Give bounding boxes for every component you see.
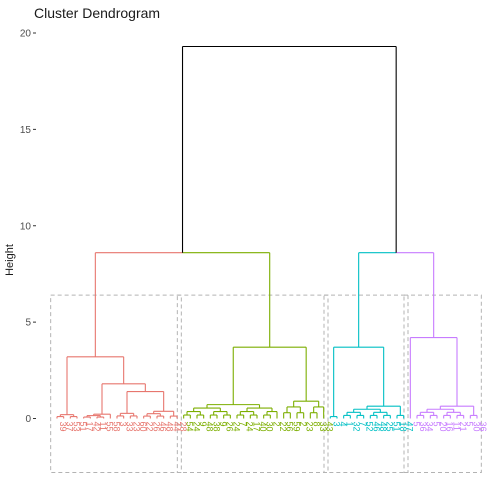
leaf-label: 43 xyxy=(325,422,335,432)
leaf-label: 20 xyxy=(438,422,448,432)
leaf-label: 28 xyxy=(178,422,188,432)
leaf-label: 22 xyxy=(278,422,288,432)
leaf-label: 46 xyxy=(158,422,168,432)
y-axis: 0 5 10 15 20 xyxy=(20,29,36,425)
leaf-label: 56 xyxy=(285,422,295,432)
leaf-label: 33 xyxy=(318,422,328,432)
leaf-label: 17 xyxy=(85,422,95,432)
leaf-label: 40 xyxy=(258,422,268,432)
leaf-label: 59 xyxy=(291,422,301,432)
leaf-label: 24 xyxy=(191,422,201,432)
leaf-label: 17 xyxy=(251,422,261,432)
leaf-label: 2 xyxy=(271,422,281,427)
leaf-label: 48 xyxy=(205,422,215,432)
leaf-label: 5 xyxy=(411,422,421,427)
cluster-box xyxy=(176,294,329,473)
leaf-label: 51 xyxy=(391,422,401,432)
leaf-label: 52 xyxy=(365,422,375,432)
leaf-label: 4 xyxy=(338,422,348,427)
leaf-label: 54 xyxy=(185,422,195,432)
leaf-label: 7 xyxy=(358,422,368,427)
leaf-label: 8 xyxy=(311,422,321,427)
chart-title: Cluster Dendrogram xyxy=(34,5,161,21)
cluster-rectangles xyxy=(50,294,482,473)
leaf-label: 5 xyxy=(431,422,441,427)
leaf-label: 21 xyxy=(458,422,468,432)
leaf-label: 24 xyxy=(231,422,241,432)
leaf-label: 7 xyxy=(238,422,248,427)
leaf-label: 38 xyxy=(211,422,221,432)
leaf-labels: 3937535117421155583332360222646484428542… xyxy=(58,422,488,432)
leaf-label: 5 xyxy=(465,422,475,427)
cluster-box xyxy=(403,294,482,473)
leaf-label: 48 xyxy=(165,422,175,432)
leaf-label: 26 xyxy=(225,422,235,432)
leaf-label: 3 xyxy=(331,422,341,427)
leaf-label: 24 xyxy=(245,422,255,432)
y-tick-label: 0 xyxy=(25,414,31,425)
leaf-label: 3 xyxy=(118,422,128,427)
leaf-label: 22 xyxy=(145,422,155,432)
leaf-label: 11 xyxy=(98,422,108,431)
leaf-label: 33 xyxy=(125,422,135,432)
leaf-label: 39 xyxy=(58,422,68,432)
leaf-label: 9 xyxy=(198,422,208,427)
leaf-label: 55 xyxy=(105,422,115,432)
leaf-label: 58 xyxy=(111,422,121,432)
leaf-label: 42 xyxy=(91,422,101,432)
y-tick-label: 15 xyxy=(20,125,32,136)
dendrogram-branches xyxy=(56,45,478,419)
y-tick-label: 5 xyxy=(25,318,31,329)
leaf-label: 2 xyxy=(298,422,308,427)
leaf-label: 26 xyxy=(151,422,161,432)
leaf-label: 23 xyxy=(131,422,141,432)
leaf-label: 9 xyxy=(218,422,228,427)
leaf-label: 60 xyxy=(138,422,148,432)
leaf-label: 37 xyxy=(65,422,75,432)
leaf-label: 36 xyxy=(418,422,428,432)
leaf-label: 32 xyxy=(351,422,361,432)
leaf-label: 23 xyxy=(305,422,315,432)
leaf-label: 44 xyxy=(171,422,181,432)
leaf-label: 1 xyxy=(345,422,355,427)
leaf-label: 30 xyxy=(265,422,275,432)
leaf-label: 11 xyxy=(451,422,461,431)
leaf-label: 47 xyxy=(405,422,415,432)
leaf-label: 16 xyxy=(445,422,455,432)
leaf-label: 36 xyxy=(478,422,488,432)
leaf-label: 30 xyxy=(471,422,481,432)
leaf-label: 18 xyxy=(398,422,408,432)
leaf-label: 34 xyxy=(425,422,435,432)
leaf-label: 46 xyxy=(371,422,381,432)
leaf-label: 48 xyxy=(378,422,388,432)
leaf-label: 25 xyxy=(385,422,395,432)
cluster-box xyxy=(50,294,182,473)
y-tick-label: 10 xyxy=(20,221,32,232)
leaf-label: 51 xyxy=(78,422,88,432)
leaf-label: 53 xyxy=(71,422,81,432)
y-tick-label: 20 xyxy=(20,29,32,40)
cluster-box xyxy=(323,294,409,473)
